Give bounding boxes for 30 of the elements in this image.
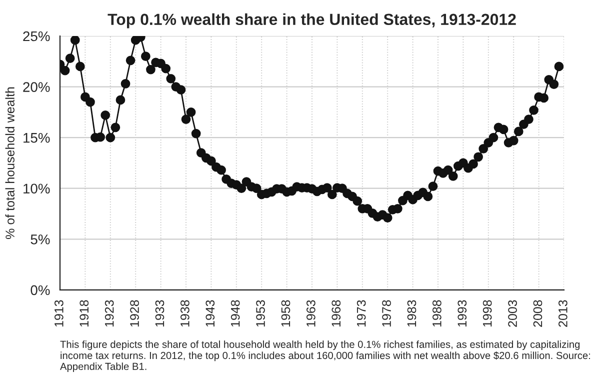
x-tick-label: 1948 — [230, 300, 240, 327]
x-tick-label: 1988 — [432, 300, 442, 327]
x-tick-label: 1973 — [356, 300, 366, 327]
x-tick-label: 2003 — [508, 300, 517, 327]
x-tick-label: 1943 — [206, 300, 215, 327]
chart-title: Top 0.1% wealth share in the United States, 1913-2012 — [108, 13, 516, 28]
x-tick-label: 1963 — [306, 300, 316, 327]
x-tick-label: 1933 — [155, 300, 164, 327]
x-tick-label: 1993 — [458, 300, 467, 327]
y-axis-title: % of total household wealth — [5, 87, 14, 239]
y-tick-label: 0% — [30, 285, 50, 296]
x-tick-label: 2008 — [533, 300, 542, 327]
x-tick-label: 1918 — [80, 300, 89, 327]
y-tick-label: 15% — [24, 132, 50, 143]
y-tick-label: 25% — [23, 31, 50, 42]
x-tick-label: 1923 — [104, 300, 114, 327]
x-tick-label: 1928 — [130, 300, 139, 327]
y-tick-label: 20% — [23, 82, 50, 92]
x-tick-label: 2013 — [558, 300, 568, 327]
x-tick-label: 1953 — [256, 300, 265, 327]
text: This figure depicts the share of total household wealth held by the 0.1% richest families, as estimated by capitalizing income tax returns. In 2012, the top 0.1% includes about 160,000 families with net wealth above $20.6 million. Source: Appendix Table B1. — [60, 340, 590, 372]
x-tick-label: 1998 — [482, 300, 492, 327]
x-tick-label: 1913 — [54, 300, 64, 327]
x-tick-label: 1958 — [281, 300, 290, 327]
y-tick-label: 10% — [24, 184, 50, 194]
x-tick-label: 1983 — [407, 300, 416, 327]
x-tick-label: 1968 — [332, 300, 341, 327]
x-tick-label: 1938 — [180, 300, 190, 327]
y-tick-label: 5% — [30, 234, 50, 244]
x-tick-label: 1978 — [382, 300, 391, 327]
